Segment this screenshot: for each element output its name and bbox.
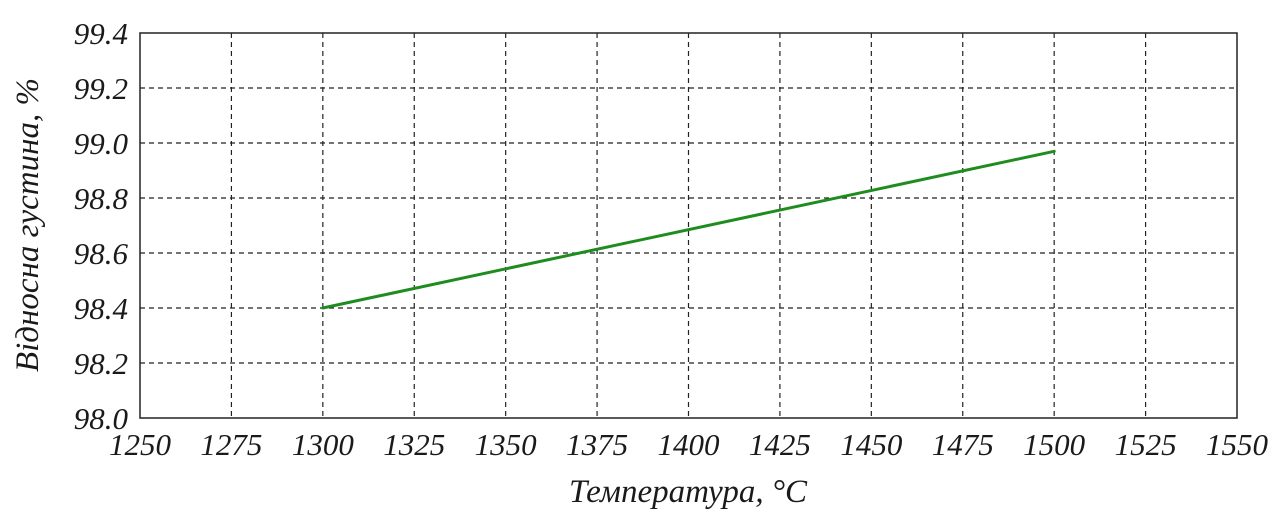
grid xyxy=(140,33,1237,418)
x-tick-label: 1400 xyxy=(658,427,721,462)
y-axis-ticks: 98.0 98.2 98.4 98.6 98.8 99.0 99.2 99.4 xyxy=(74,16,129,436)
x-tick-label: 1275 xyxy=(200,427,262,462)
x-tick-label: 1550 xyxy=(1206,427,1269,462)
x-tick-label: 1375 xyxy=(566,427,628,462)
y-tick-label: 98.2 xyxy=(74,346,128,381)
series-layer xyxy=(321,149,1056,310)
x-tick-label: 1350 xyxy=(475,427,538,462)
x-tick-label: 1300 xyxy=(292,427,355,462)
y-axis-label: Відносна густина, % xyxy=(10,78,46,372)
x-tick-label: 1500 xyxy=(1023,427,1086,462)
y-tick-label: 98.0 xyxy=(74,401,129,436)
x-tick-label: 1325 xyxy=(383,427,445,462)
y-tick-label: 98.6 xyxy=(74,236,129,271)
y-tick-label: 98.8 xyxy=(74,181,129,216)
y-tick-label: 99.2 xyxy=(74,71,128,106)
y-tick-label: 99.4 xyxy=(74,16,128,51)
x-axis-ticks: 1250 1275 1300 1325 1350 1375 1400 1425 1450 1475… xyxy=(109,427,1269,462)
x-tick-label: 1450 xyxy=(840,427,903,462)
y-tick-label: 98.4 xyxy=(74,291,128,326)
x-tick-label: 1250 xyxy=(109,427,172,462)
x-tick-label: 1525 xyxy=(1115,427,1177,462)
plot-frame xyxy=(139,32,1238,419)
series-line xyxy=(321,149,1056,310)
y-tick-label: 99.0 xyxy=(74,126,129,161)
x-tick-label: 1475 xyxy=(932,427,994,462)
x-axis-label: Температура, °C xyxy=(569,474,808,510)
x-tick-label: 1425 xyxy=(749,427,811,462)
